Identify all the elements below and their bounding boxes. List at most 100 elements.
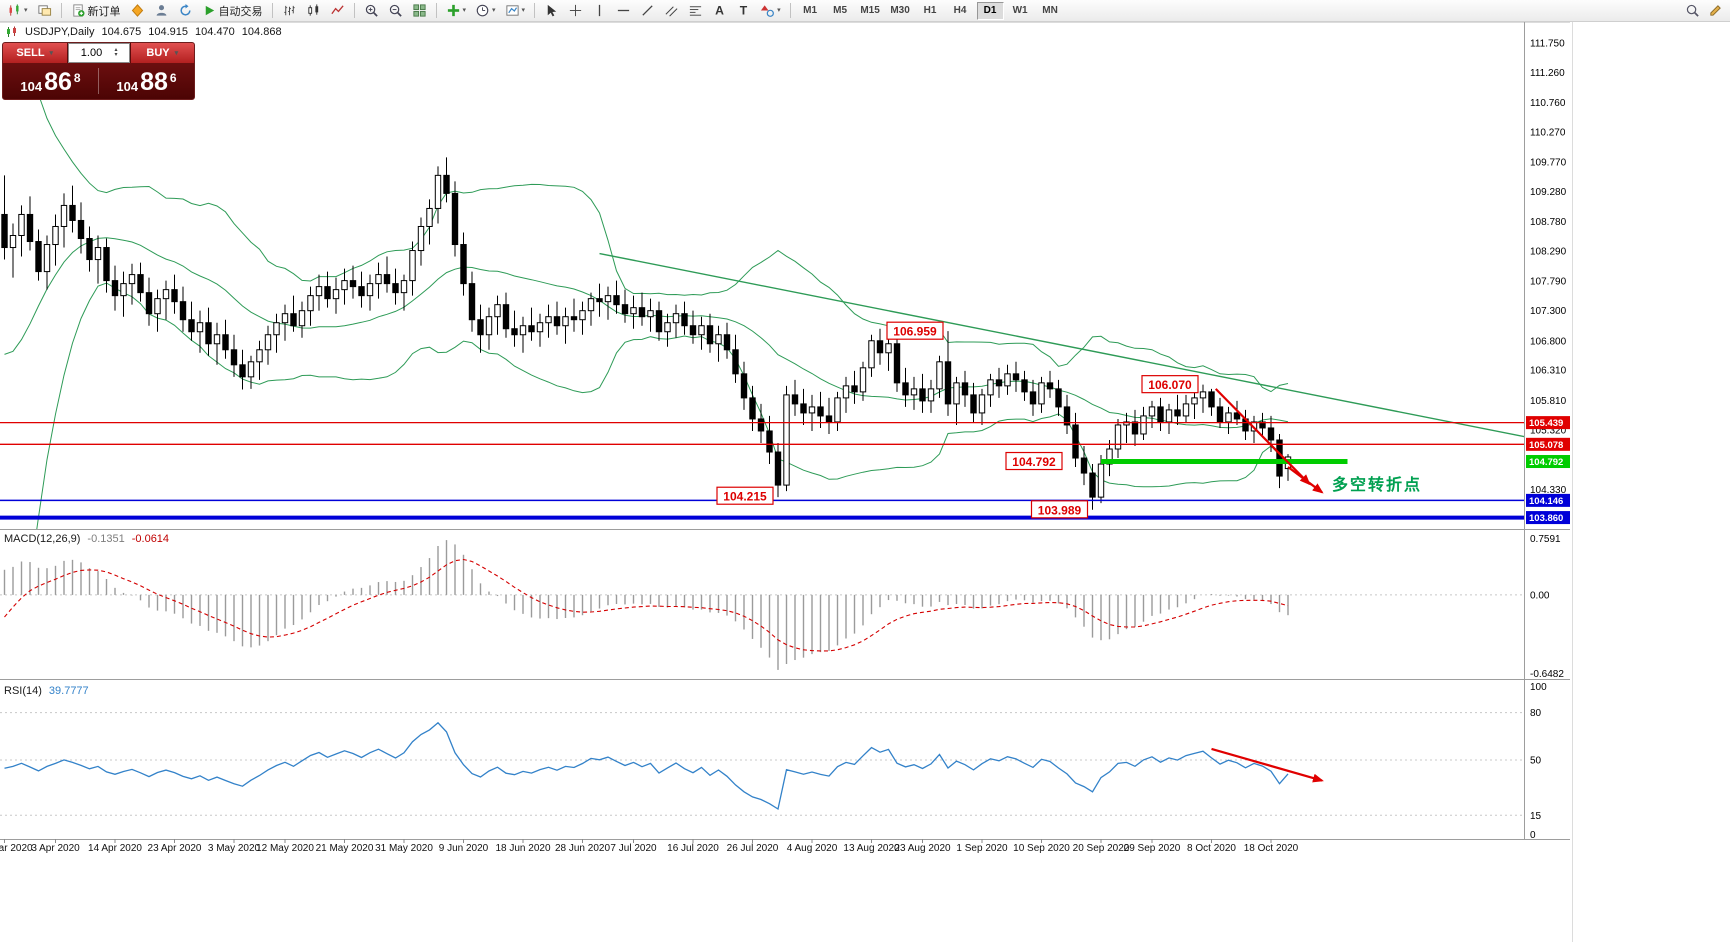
svg-text:A: A [715, 4, 724, 18]
bar-chart-button[interactable] [278, 1, 301, 21]
stepper-down-icon[interactable]: ▾ [114, 52, 118, 58]
price-scale-tag-label: 105.439 [1529, 418, 1563, 429]
candle-body [995, 379, 1003, 387]
candlestick-chart-button[interactable] [302, 1, 325, 21]
chevron-down-icon: ▾ [492, 7, 496, 14]
chart-region: 111.750 111.260 110.760 110.270 109.770 109.2… [0, 22, 1730, 942]
horizontal-line-button[interactable] [612, 1, 635, 21]
rsi-header: RSI(14) 39.7777 [4, 685, 89, 697]
candle-body [536, 322, 544, 333]
fibonacci-button[interactable] [684, 1, 707, 21]
market-button[interactable] [126, 1, 149, 21]
indicators-button[interactable]: ▾ [442, 1, 471, 21]
candle-body [247, 361, 255, 378]
new-chart-button[interactable]: ▾ [3, 1, 32, 21]
candle-body [171, 289, 178, 303]
timeframe-h4[interactable]: H4 [953, 5, 967, 16]
timeframe-m30[interactable]: M30 [890, 5, 910, 16]
timeframe-mn[interactable]: MN [1042, 5, 1058, 16]
timeframe-m15[interactable]: M15 [860, 5, 880, 16]
timeframe-h1[interactable]: H1 [923, 5, 937, 16]
signals-button[interactable] [150, 1, 173, 21]
periods-button[interactable]: ▾ [471, 1, 500, 21]
candle-body [26, 213, 34, 243]
timeframe-m5[interactable]: M5 [833, 5, 848, 16]
candle-body [1097, 463, 1105, 498]
indicators-plus-icon [447, 4, 459, 17]
timeframe-d1[interactable]: D1 [976, 1, 1004, 20]
chart-canvas[interactable]: 111.750 111.260 110.760 110.270 109.770 109.2… [0, 22, 1730, 942]
x-axis-label: 7 Jul 2020 [610, 843, 657, 854]
new-order-button[interactable]: 新订单 [67, 1, 125, 21]
candle-body [137, 274, 144, 294]
arrows-tool-button[interactable]: ▾ [756, 1, 785, 21]
trendline-icon [642, 5, 653, 16]
candle-body [477, 319, 484, 336]
price-scale-tag: 104.792 [1526, 455, 1570, 469]
rsi-scale-label: 80 [1530, 708, 1542, 719]
timeframe-w1[interactable]: W1 [1012, 5, 1028, 16]
candle-body [1080, 457, 1088, 474]
macd-header: MACD(12,26,9) -0.1351 -0.0614 [4, 533, 169, 545]
edit-button[interactable] [1704, 1, 1727, 21]
candle-body [205, 322, 212, 345]
zoom-in-button[interactable] [360, 1, 383, 21]
y-axis-label: 110.270 [1530, 128, 1566, 139]
lot-size-input[interactable] [68, 47, 115, 59]
stepper-up-icon[interactable]: ▴ [114, 47, 118, 53]
line-chart-button[interactable] [326, 1, 349, 21]
macd-signal-line [4, 558, 1289, 652]
sell-price[interactable]: 104 86 8 [3, 66, 98, 96]
candle-body [426, 207, 433, 227]
y-axis-label: 106.310 [1530, 366, 1567, 377]
candle-body [460, 244, 467, 285]
autotrading-button[interactable]: 自动交易 [198, 1, 267, 21]
line-chart-icon [330, 5, 344, 15]
buy-price[interactable]: 104 88 6 [99, 66, 194, 96]
rsi-trend-arrow [1211, 747, 1324, 783]
zoom-in-icon [365, 4, 378, 17]
buy-button[interactable]: BUY ▾ [130, 43, 194, 63]
zoom-out-button[interactable] [384, 1, 407, 21]
candle-body [893, 343, 901, 384]
sell-price-sup: 8 [73, 71, 81, 85]
tile-windows-button[interactable] [408, 1, 431, 21]
candle-body [1233, 412, 1241, 420]
cursor-button[interactable] [540, 1, 563, 21]
candle-body [723, 334, 731, 351]
candle-body [1259, 421, 1266, 429]
trendline-button[interactable] [636, 1, 659, 21]
channel-button[interactable] [660, 1, 683, 21]
candle-body [604, 295, 612, 303]
candle-body [647, 310, 654, 318]
candle-body [239, 364, 246, 378]
candle-body [315, 286, 323, 297]
candle-body [1, 213, 8, 249]
candle-body [562, 316, 569, 327]
sell-button[interactable]: SELL ▾ [3, 43, 67, 63]
price-scale-tag-label: 104.792 [1529, 457, 1563, 468]
profiles-button[interactable] [33, 1, 56, 21]
bar-chart-icon [283, 5, 295, 16]
candle-body [1072, 424, 1079, 459]
vps-button[interactable] [174, 1, 197, 21]
text-tool-button[interactable]: A [708, 1, 731, 21]
candle-body [1174, 409, 1181, 417]
cursor-arrow-icon [547, 4, 557, 17]
text-label-button[interactable]: T [732, 1, 755, 21]
candle-body [162, 289, 170, 300]
candle-body [409, 250, 416, 282]
candle-body [1021, 379, 1028, 393]
main-chart-layer [1, 69, 1524, 529]
vertical-line-button[interactable] [588, 1, 611, 21]
toolbar: ▾ 新订单 自动交易 ▾ ▾ [0, 0, 1730, 22]
timeframe-m1[interactable]: M1 [803, 5, 818, 16]
templates-button[interactable]: ▾ [501, 1, 530, 21]
candle-body [145, 292, 153, 315]
search-button[interactable] [1681, 1, 1704, 21]
lot-stepper[interactable]: ▴ ▾ [114, 47, 118, 58]
crosshair-button[interactable] [564, 1, 587, 21]
candle-body [18, 213, 25, 237]
y-axis-label: 109.770 [1530, 158, 1567, 169]
candlestick-chart-icon [307, 4, 318, 16]
